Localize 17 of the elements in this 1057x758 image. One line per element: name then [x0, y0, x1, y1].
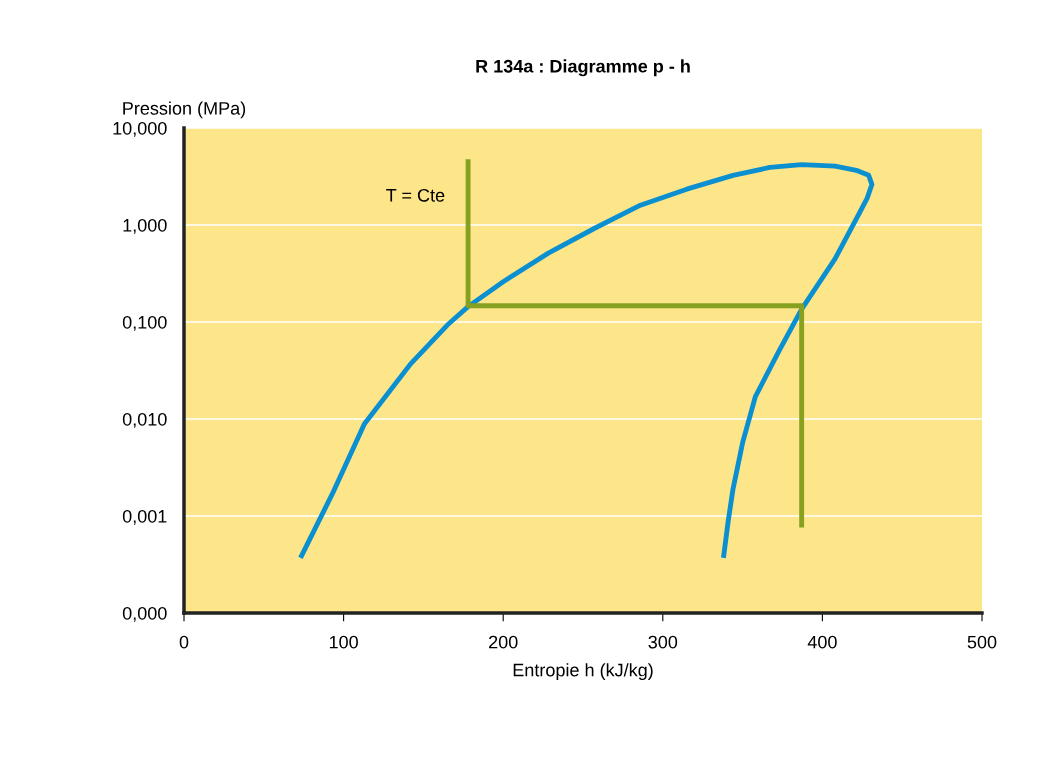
- line-series: [298, 162, 875, 561]
- y-tick-label: 0,100: [122, 315, 167, 331]
- x-tick-label: 0: [179, 635, 189, 649]
- chart-title: R 134a : Diagramme p - h: [476, 59, 690, 77]
- annotation: T = Cte: [386, 188, 445, 202]
- x-tick-label: 400: [807, 635, 837, 649]
- y-tick-label: 10,000: [113, 121, 167, 137]
- y-tick-label: 0,000: [122, 606, 167, 622]
- x-axis-title: Entropie h (kJ/kg): [513, 663, 653, 680]
- y-axis-title: Pression (MPa): [123, 101, 246, 119]
- y-tick-label: 1,000: [123, 218, 167, 234]
- y-tick-label: 0,001: [122, 509, 167, 525]
- x-tick-label: 200: [489, 635, 518, 649]
- x-tick-label: 300: [648, 635, 678, 649]
- x-tick-label: 500: [967, 635, 997, 649]
- x-tick-label: 100: [329, 635, 358, 649]
- y-tick-label: 0,010: [122, 412, 167, 428]
